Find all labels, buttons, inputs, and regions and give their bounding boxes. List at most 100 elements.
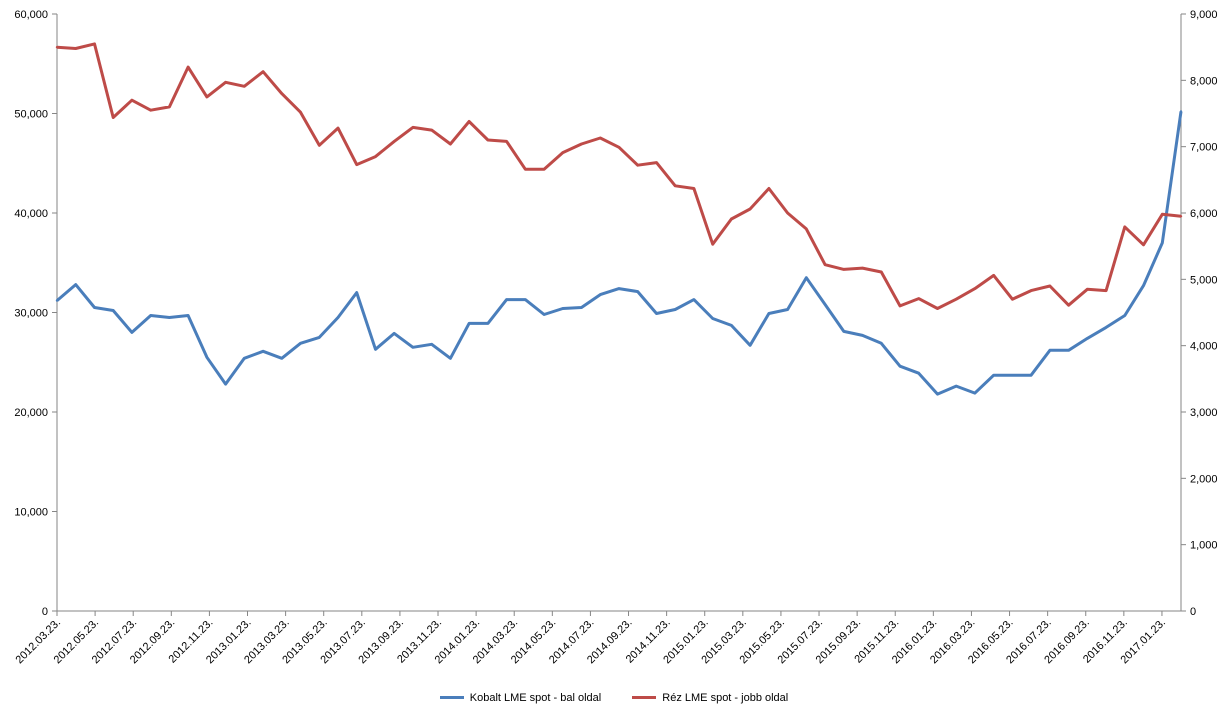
line-chart: 0 10,000 20,000 30,000 40,000 50,000 60,000 0 1…	[14, 9, 1218, 666]
data-point-kobalt	[393, 332, 396, 335]
data-point-rez	[524, 168, 527, 171]
legend-swatch-kobalt	[439, 696, 464, 699]
left-tick-label: 20,000	[14, 407, 48, 419]
data-point-kobalt	[1161, 241, 1164, 245]
data-point-kobalt	[430, 343, 433, 346]
data-point-kobalt	[748, 344, 752, 347]
chart-legend: Kobalt LME spot - bal oldal Réz LME spot…	[0, 690, 1228, 704]
data-point-rez	[430, 128, 433, 132]
data-point-kobalt	[112, 309, 115, 312]
data-point-kobalt	[486, 322, 490, 325]
data-point-rez	[1142, 243, 1145, 246]
data-point-kobalt	[411, 346, 415, 349]
data-point-kobalt	[561, 307, 564, 310]
right-tick-label: 9,000	[1190, 9, 1218, 21]
data-point-rez	[318, 144, 321, 147]
data-point-rez	[355, 163, 358, 166]
data-point-rez	[224, 81, 227, 84]
legend-label-rez: Réz LME spot - jobb oldal	[662, 691, 789, 704]
data-point-rez	[880, 270, 883, 274]
data-point-kobalt	[767, 312, 771, 315]
data-point-kobalt	[168, 316, 171, 319]
data-point-kobalt	[880, 342, 883, 345]
data-point-kobalt	[261, 350, 265, 353]
data-point-rez	[486, 138, 490, 142]
right-tick-label: 5,000	[1190, 274, 1218, 286]
data-point-rez	[973, 287, 977, 290]
data-point-kobalt	[1067, 349, 1070, 352]
data-point-kobalt	[355, 291, 358, 294]
data-point-kobalt	[1029, 374, 1033, 377]
data-point-kobalt	[336, 316, 340, 319]
data-point-kobalt	[711, 317, 714, 320]
data-point-rez	[992, 274, 995, 277]
data-point-rez	[617, 146, 621, 149]
data-point-kobalt	[74, 283, 77, 286]
data-point-rez	[861, 266, 864, 270]
data-point-rez	[730, 217, 733, 221]
data-point-kobalt	[280, 357, 283, 360]
data-point-rez	[1029, 289, 1033, 292]
data-point-kobalt	[674, 308, 677, 311]
data-point-kobalt	[205, 356, 209, 359]
data-point-kobalt	[973, 391, 977, 395]
left-tick-label: 60,000	[14, 9, 48, 21]
x-axis-ticks: 2012.03.23.2012.05.23.2012.07.23.2012.09…	[14, 611, 1168, 666]
data-point-rez	[505, 140, 508, 143]
right-tick-label: 6,000	[1190, 208, 1218, 220]
data-point-rez	[112, 116, 115, 119]
data-point-rez	[261, 70, 265, 73]
data-point-rez	[1161, 213, 1164, 216]
data-point-kobalt	[1142, 284, 1145, 287]
right-tick-label: 0	[1190, 606, 1196, 618]
data-point-kobalt	[655, 312, 658, 315]
data-point-rez	[561, 151, 564, 154]
data-point-rez	[636, 164, 639, 167]
data-point-rez	[299, 111, 302, 114]
data-point-kobalt	[580, 306, 583, 309]
left-tick-label: 50,000	[14, 109, 48, 121]
data-point-rez	[711, 243, 714, 246]
data-point-kobalt	[224, 382, 227, 386]
data-point-rez	[1086, 288, 1089, 291]
data-point-rez	[898, 304, 902, 308]
data-point-kobalt	[898, 365, 902, 368]
data-point-rez	[1067, 304, 1070, 307]
data-point-rez	[186, 65, 190, 69]
data-point-kobalt	[955, 384, 958, 388]
right-tick-label: 3,000	[1190, 407, 1218, 419]
data-point-rez	[823, 263, 827, 266]
legend-item-kobalt: Kobalt LME spot - bal oldal	[439, 691, 602, 704]
data-point-kobalt	[55, 299, 59, 302]
data-point-rez	[411, 126, 415, 129]
series-line-rez	[56, 42, 1182, 310]
chart-axes	[56, 14, 1182, 612]
data-point-kobalt	[374, 348, 377, 351]
right-tick-label: 1,000	[1190, 540, 1218, 552]
data-point-kobalt	[524, 298, 527, 301]
data-point-kobalt	[692, 298, 696, 301]
legend-label-kobalt: Kobalt LME spot - bal oldal	[469, 691, 602, 704]
data-point-kobalt	[936, 392, 939, 396]
data-point-kobalt	[842, 330, 845, 333]
chart-series	[55, 42, 1183, 396]
data-point-kobalt	[1123, 314, 1127, 317]
data-point-rez	[955, 298, 958, 301]
data-point-rez	[1179, 215, 1183, 218]
data-point-kobalt	[599, 293, 602, 296]
data-point-kobalt	[542, 313, 546, 316]
data-point-kobalt	[449, 357, 452, 360]
data-point-kobalt	[617, 287, 621, 290]
data-point-kobalt	[636, 290, 639, 293]
data-point-rez	[842, 268, 845, 271]
data-point-kobalt	[1104, 326, 1108, 329]
data-point-rez	[580, 142, 583, 146]
data-point-kobalt	[805, 276, 808, 279]
data-point-kobalt	[149, 314, 152, 317]
data-point-rez	[374, 155, 377, 158]
data-point-rez	[692, 187, 696, 190]
data-point-rez	[74, 47, 77, 50]
right-tick-label: 8,000	[1190, 75, 1218, 87]
left-tick-label: 0	[42, 606, 48, 618]
data-point-kobalt	[186, 314, 190, 317]
